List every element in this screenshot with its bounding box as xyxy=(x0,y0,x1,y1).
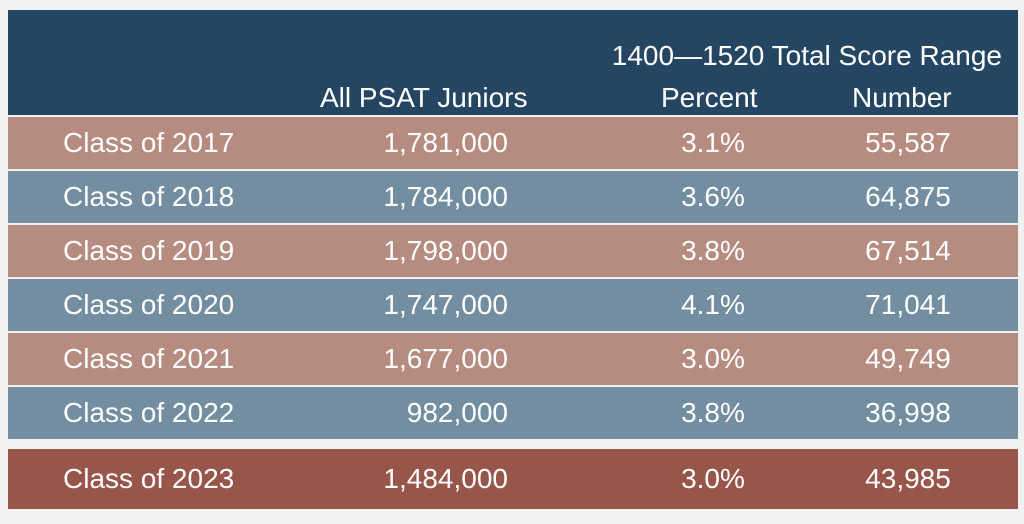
table-row: Class of 2021 1,677,000 3.0% 49,749 xyxy=(8,331,1018,385)
number-cell: 64,875 xyxy=(865,181,951,212)
all-juniors-cell: 1,677,000 xyxy=(383,343,508,374)
percent-cell: 3.0% xyxy=(681,343,745,374)
percent-cell: 3.1% xyxy=(681,127,745,158)
number-header: Number xyxy=(852,82,952,113)
number-cell: 67,514 xyxy=(865,235,951,266)
number-cell: 36,998 xyxy=(865,397,951,428)
score-range-group-title: 1400—1520 Total Score Range xyxy=(611,40,1002,71)
class-cell: Class of 2018 xyxy=(63,181,235,212)
percent-header: Percent xyxy=(661,82,758,113)
class-cell: Class of 2020 xyxy=(63,289,235,320)
class-cell: Class of 2021 xyxy=(63,343,235,374)
percent-cell: 3.0% xyxy=(681,463,745,494)
all-psat-juniors-header: All PSAT Juniors xyxy=(320,82,528,113)
all-juniors-cell: 1,484,000 xyxy=(383,463,508,494)
class-cell: Class of 2022 xyxy=(63,397,235,428)
psat-score-table: 1400—1520 Total Score Range All PSAT Jun… xyxy=(8,10,1018,509)
percent-cell: 4.1% xyxy=(681,289,745,320)
all-juniors-cell: 1,798,000 xyxy=(383,235,508,266)
table-row-highlight: Class of 2023 1,484,000 3.0% 43,985 xyxy=(8,447,1018,509)
all-juniors-cell: 1,784,000 xyxy=(383,181,508,212)
number-cell: 55,587 xyxy=(865,127,951,158)
number-cell: 43,985 xyxy=(865,463,951,494)
all-juniors-cell: 982,000 xyxy=(406,397,508,428)
all-juniors-cell: 1,747,000 xyxy=(383,289,508,320)
all-juniors-cell: 1,781,000 xyxy=(383,127,508,158)
percent-cell: 3.8% xyxy=(681,397,745,428)
percent-cell: 3.8% xyxy=(681,235,745,266)
class-cell: Class of 2017 xyxy=(63,127,235,158)
class-cell: Class of 2023 xyxy=(63,463,235,494)
table-row: Class of 2022 982,000 3.8% 36,998 xyxy=(8,385,1018,439)
class-cell: Class of 2019 xyxy=(63,235,235,266)
table-row: Class of 2017 1,781,000 3.1% 55,587 xyxy=(8,115,1018,169)
table-header: 1400—1520 Total Score Range All PSAT Jun… xyxy=(8,10,1018,115)
table-row: Class of 2018 1,784,000 3.6% 64,875 xyxy=(8,169,1018,223)
table-row: Class of 2019 1,798,000 3.8% 67,514 xyxy=(8,223,1018,277)
number-cell: 49,749 xyxy=(865,343,951,374)
table-row: Class of 2020 1,747,000 4.1% 71,041 xyxy=(8,277,1018,331)
percent-cell: 3.6% xyxy=(681,181,745,212)
number-cell: 71,041 xyxy=(865,289,951,320)
